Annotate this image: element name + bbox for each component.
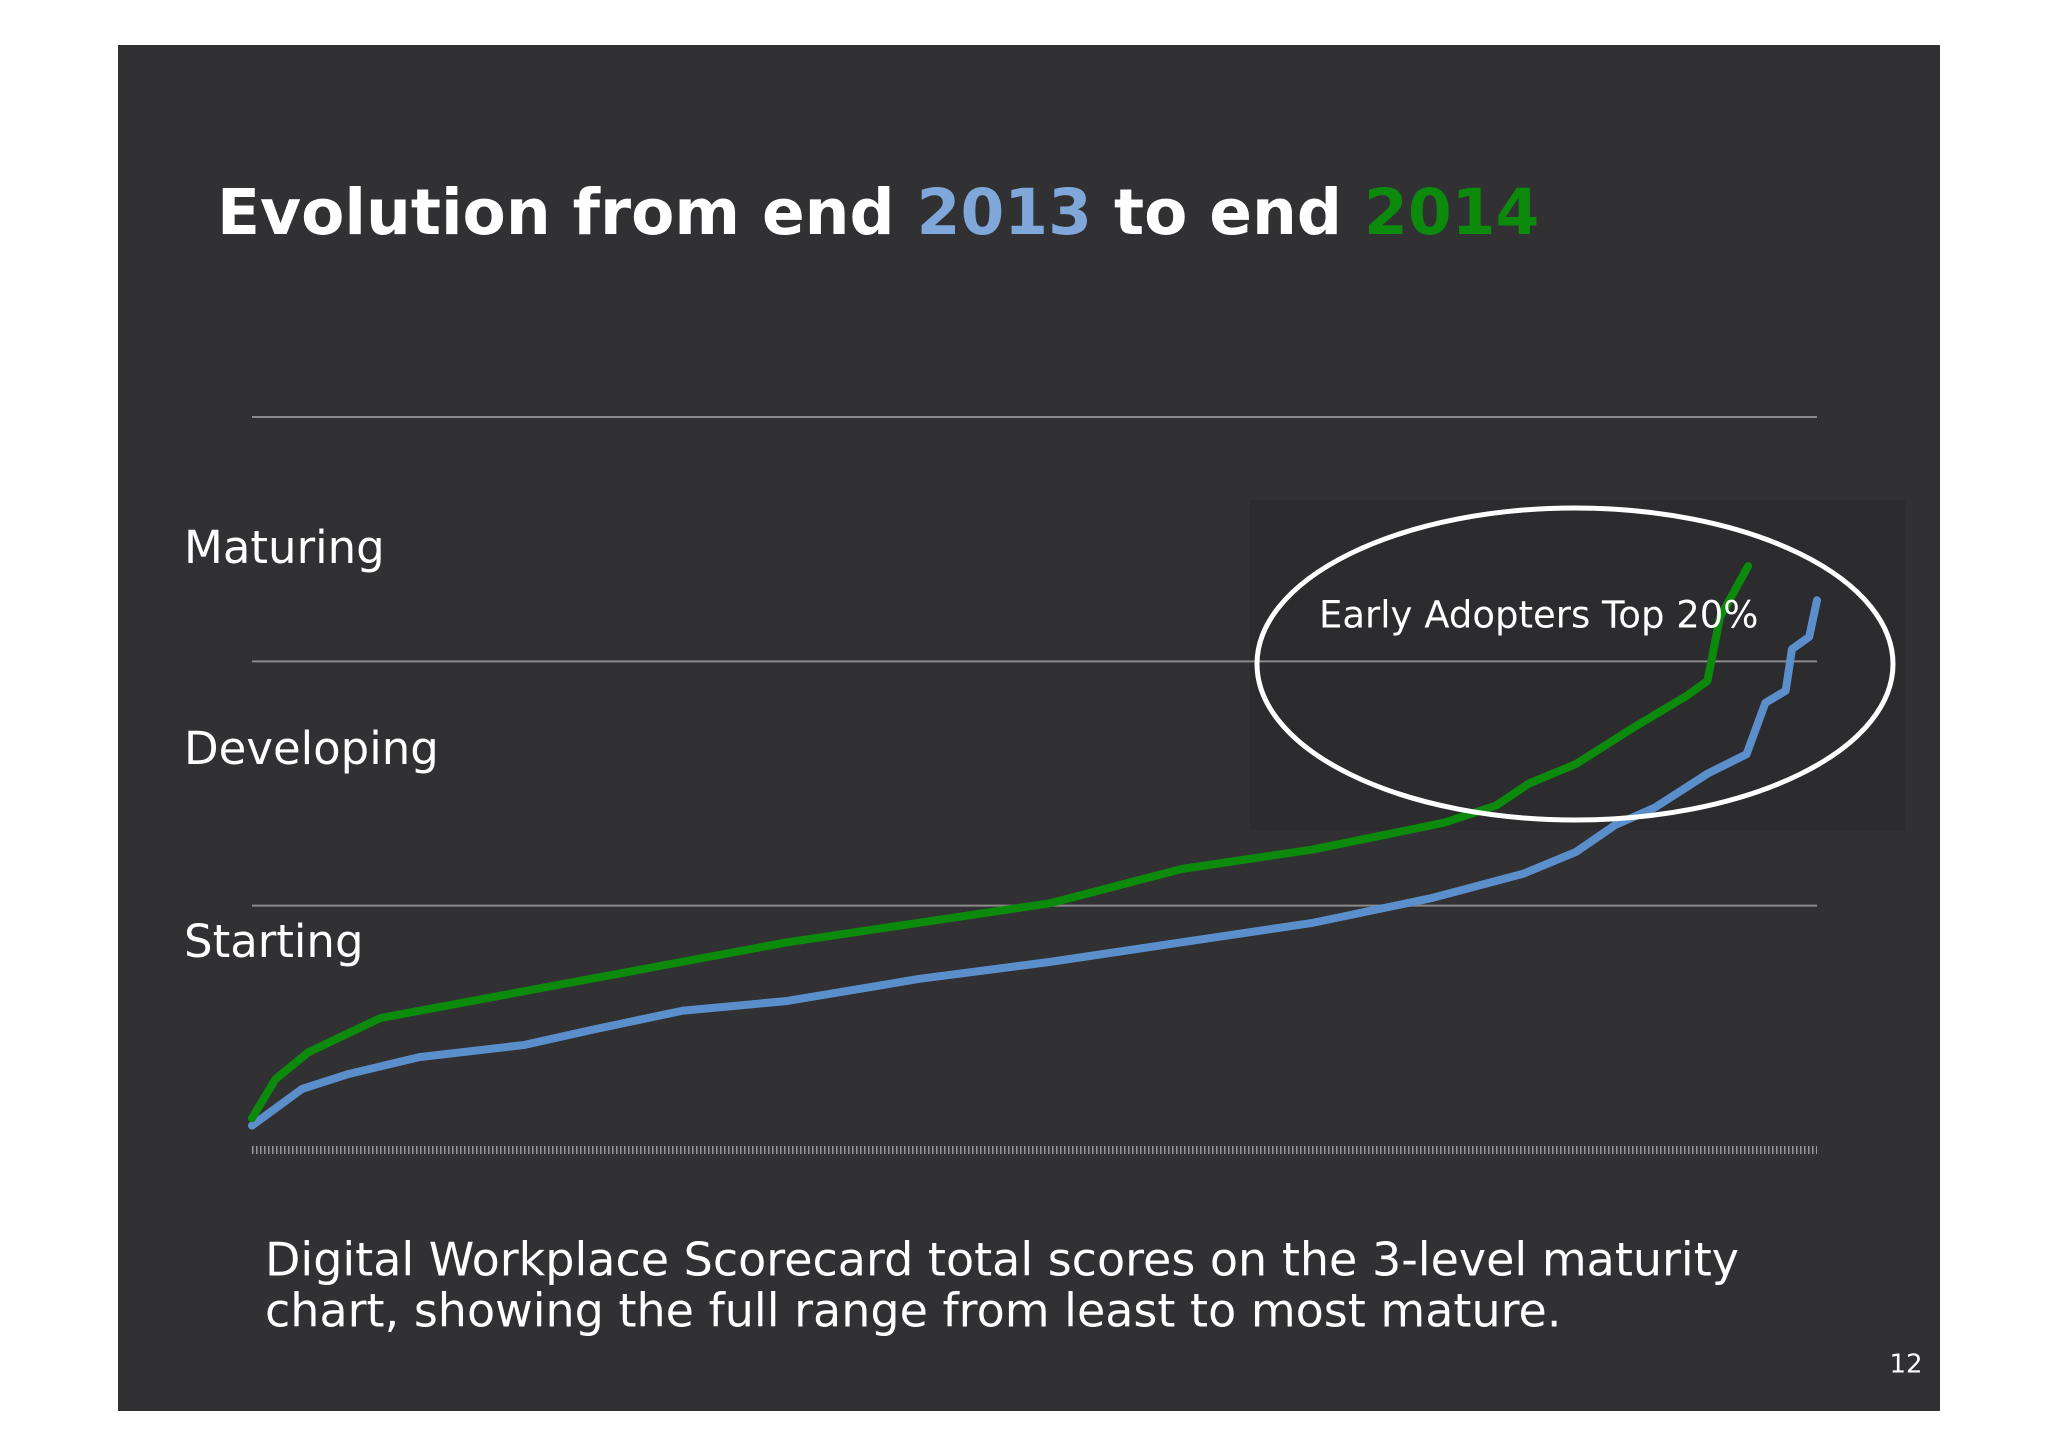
- title-year: 2013: [916, 176, 1092, 249]
- series-line: [248, 562, 1753, 1123]
- title-part: Evolution from end: [217, 176, 895, 249]
- title-part: to end: [1113, 176, 1342, 249]
- level-label: Developing: [184, 722, 439, 775]
- caption: Digital Workplace Scorecard total scores…: [265, 1233, 1739, 1287]
- level-label: Starting: [184, 915, 364, 968]
- annotation-ellipse: [1254, 505, 1896, 823]
- page-number: 12: [1889, 1350, 1922, 1380]
- title-year: 2014: [1363, 176, 1540, 249]
- plot: [248, 416, 1821, 1130]
- series-line: [248, 596, 1821, 1130]
- annotation-shadow: [1250, 500, 1905, 830]
- level-label: Maturing: [184, 521, 385, 574]
- chart-title: Evolution from end 2013 to end 2014: [217, 176, 1561, 249]
- annotation: Early Adopters Top 20%: [1319, 594, 1758, 637]
- caption: chart, showing the full range from least…: [265, 1284, 1561, 1338]
